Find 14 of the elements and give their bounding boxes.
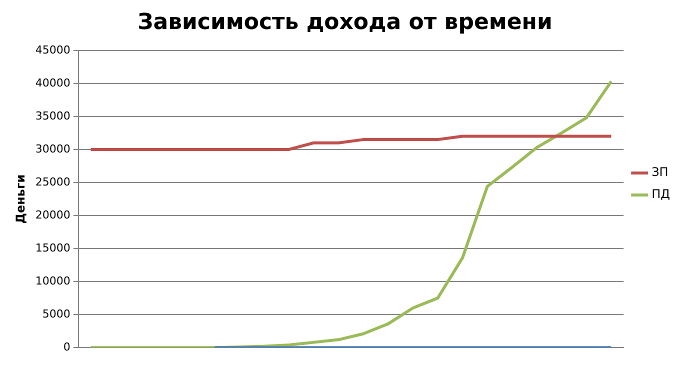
- legend-label: ПД: [652, 187, 670, 202]
- y-tick-label: 20000: [35, 208, 70, 222]
- y-tick-label: 35000: [35, 109, 70, 122]
- y-tick-label: 40000: [35, 76, 70, 90]
- y-tick-label: 45000: [35, 43, 70, 56]
- y-tick-label: 5000: [42, 307, 70, 320]
- y-tick-label: 0: [63, 340, 70, 354]
- y-tick-label: 30000: [35, 142, 70, 156]
- legend-label: ЗП: [652, 165, 668, 180]
- y-tick-label: 10000: [35, 274, 70, 288]
- chart-title: Зависимость дохода от времени: [138, 10, 552, 35]
- y-axis-title: Деньги: [13, 174, 28, 224]
- y-tick-label: 15000: [35, 241, 70, 254]
- y-tick-label: 25000: [35, 175, 70, 188]
